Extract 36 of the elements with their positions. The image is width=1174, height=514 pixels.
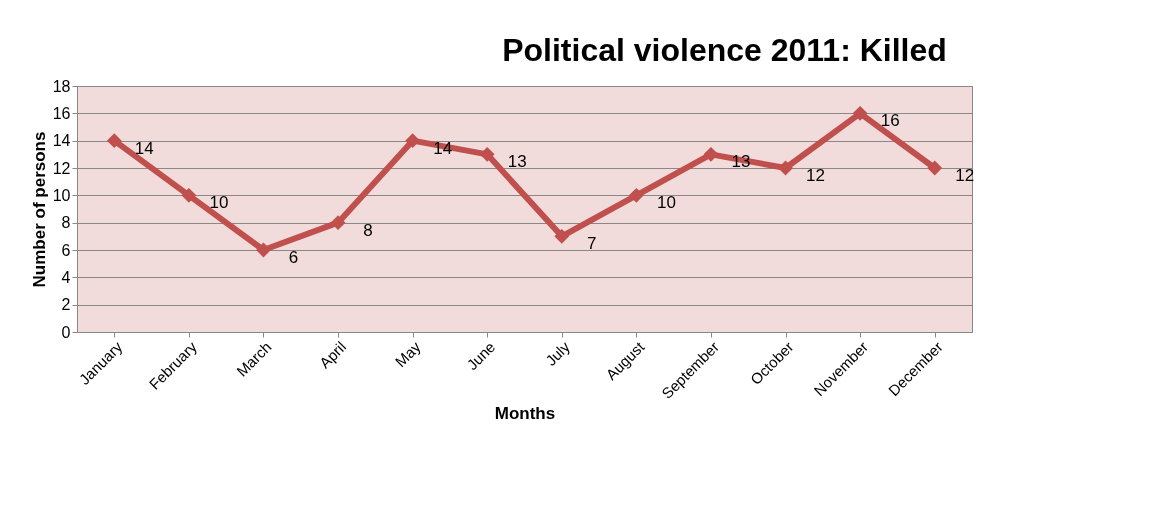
x-tick-label: May — [391, 337, 425, 371]
point — [181, 187, 197, 203]
data-label: 7 — [587, 234, 597, 254]
point — [479, 146, 495, 162]
y-tick-label: 8 — [61, 214, 71, 232]
point — [628, 187, 644, 203]
y-tick-label: 18 — [52, 77, 71, 95]
data-label: 12 — [955, 166, 975, 185]
data-label: 6 — [288, 248, 299, 267]
y-tick-label: 4 — [61, 268, 71, 286]
point — [927, 160, 943, 176]
x-axis-title: Months — [494, 403, 556, 423]
data-label: 16 — [880, 111, 900, 131]
y-tick-label: 16 — [52, 104, 71, 122]
y-tick-label: 14 — [52, 132, 71, 150]
data-label: 8 — [363, 220, 373, 240]
data-label: 12 — [806, 166, 825, 185]
point — [106, 133, 122, 149]
data-label: 14 — [134, 138, 154, 158]
data-label: 10 — [656, 193, 676, 213]
point — [330, 215, 346, 231]
y-tick-label: 10 — [52, 186, 71, 204]
point — [554, 228, 570, 244]
y-axis-title: Number of persons — [29, 131, 49, 288]
y-tick-label: 6 — [61, 241, 71, 259]
y-tick-label: 0 — [61, 323, 71, 341]
data-label: 13 — [507, 152, 527, 172]
x-tick-label: July — [542, 337, 574, 369]
y-tick-label: 2 — [61, 296, 71, 314]
point — [852, 105, 868, 121]
data-label: 13 — [731, 152, 751, 172]
data-label: 10 — [209, 193, 229, 213]
y-tick-label: 12 — [52, 159, 71, 177]
chart-title: Political violence 2011: Killed — [502, 32, 947, 68]
point — [405, 133, 421, 149]
point — [703, 146, 719, 162]
